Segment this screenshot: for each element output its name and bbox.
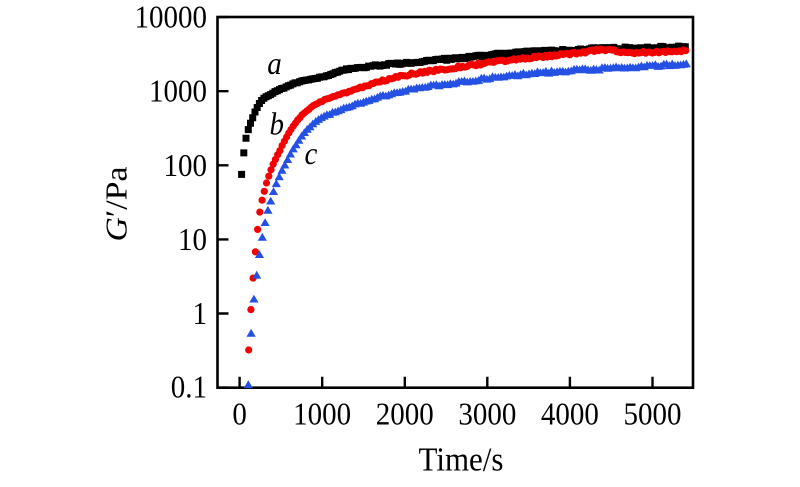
svg-text:c: c — [305, 136, 318, 171]
svg-text:10000: 10000 — [135, 0, 207, 35]
svg-text:2000: 2000 — [376, 396, 434, 431]
svg-text:G′/Pa: G′/Pa — [100, 167, 134, 242]
svg-text:Time/s: Time/s — [419, 442, 504, 480]
svg-text:1: 1 — [192, 296, 207, 331]
svg-text:5000: 5000 — [624, 396, 682, 431]
svg-text:10: 10 — [178, 222, 207, 257]
svg-text:a: a — [267, 46, 282, 81]
svg-text:4000: 4000 — [541, 396, 599, 431]
svg-text:0: 0 — [232, 396, 247, 431]
svg-text:3000: 3000 — [458, 396, 516, 431]
svg-text:1000: 1000 — [293, 396, 351, 431]
svg-text:100: 100 — [163, 148, 207, 183]
svg-text:b: b — [269, 107, 284, 142]
svg-text:0.1: 0.1 — [171, 369, 207, 404]
svg-text:1000: 1000 — [149, 73, 207, 108]
